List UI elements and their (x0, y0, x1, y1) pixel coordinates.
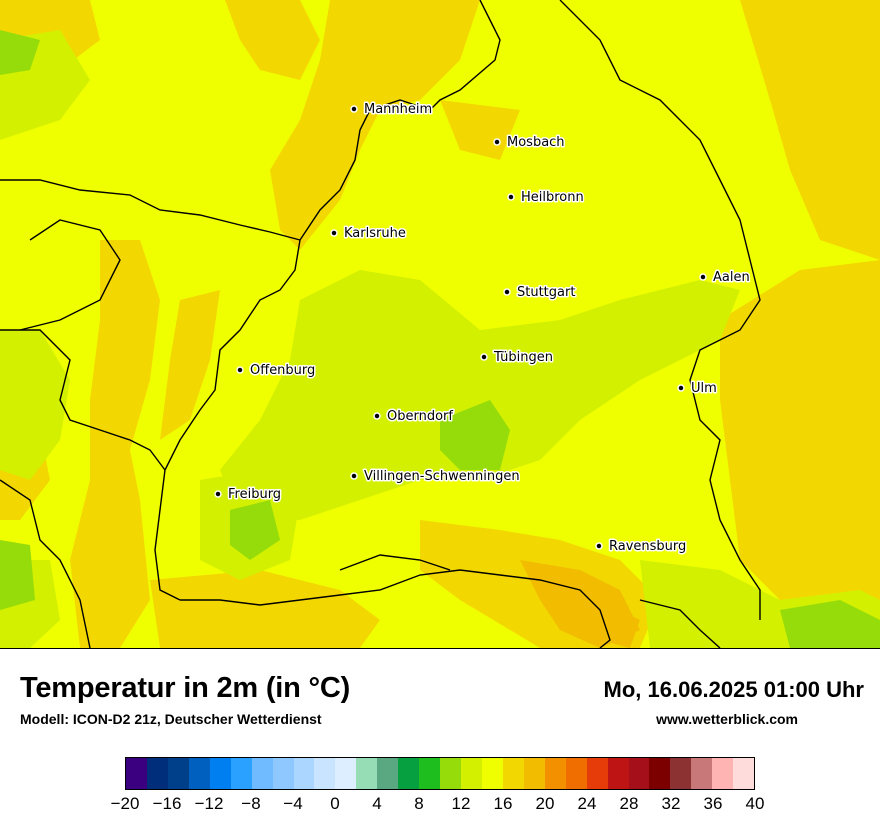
color-scale-tick: −16 (152, 794, 182, 813)
cities: Mannheim Mosbach Heilbronn Karlsruhe Aalen St… (214, 101, 751, 556)
color-scale-tick: 24 (577, 794, 597, 813)
color-scale-bar (125, 757, 755, 790)
color-scale-segment (691, 758, 713, 789)
color-scale-tick: 16 (493, 794, 513, 813)
cool-zones (0, 30, 880, 648)
color-scale-segment (502, 758, 524, 789)
color-scale-tick: −12 (194, 794, 224, 813)
model-info: Modell: ICON-D2 21z, Deutscher Wetterdie… (20, 711, 322, 727)
city-dot (330, 229, 338, 237)
color-scale-segment (167, 758, 189, 789)
color-scale-segment (398, 758, 420, 789)
color-scale-tick: −20 (110, 794, 140, 813)
color-scale-segment (419, 758, 441, 789)
city-dot (350, 105, 358, 113)
color-scale-segment (293, 758, 315, 789)
color-scale-segment (523, 758, 545, 789)
city-marker: Heilbronn (507, 189, 585, 207)
city-marker: Ravensburg (595, 538, 688, 556)
city-label: Karlsruhe (344, 226, 406, 241)
color-scale-segment (356, 758, 378, 789)
color-scale-segment (607, 758, 629, 789)
city-marker: Villingen-Schwenningen (350, 468, 521, 486)
color-scale-segment (251, 758, 273, 789)
city-label: Mosbach (507, 135, 565, 150)
city-dot (699, 273, 707, 281)
city-marker: Oberndorf (373, 408, 455, 426)
color-scale-segment (628, 758, 650, 789)
color-scale-segment (544, 758, 566, 789)
color-scale-segment (272, 758, 294, 789)
color-scale-segment (565, 758, 587, 789)
city-dot (677, 384, 685, 392)
city-dot (350, 472, 358, 480)
color-scale-segment (586, 758, 608, 789)
color-scale-segment (314, 758, 336, 789)
color-scale-segment (440, 758, 461, 789)
color-scale-tick: 20 (535, 794, 555, 813)
city-label: Heilbronn (521, 190, 584, 205)
city-dot (480, 353, 488, 361)
website-link[interactable]: www.wetterblick.com (656, 711, 798, 727)
color-scale-tick: −8 (241, 794, 261, 813)
city-label: Aalen (713, 270, 750, 285)
city-dot (493, 138, 501, 146)
cooler-zones (0, 30, 880, 648)
city-dot (214, 490, 222, 498)
map-title: Temperatur in 2m (in °C) (20, 672, 351, 704)
city-marker: Aalen (699, 269, 751, 287)
city-label: Ulm (691, 381, 717, 396)
color-scale-tick: 40 (745, 794, 765, 813)
color-scale-ticks: −20 −16 −12 −8 −4 0 4 8 12 16 20 24 28 32 36 40 (0, 794, 880, 818)
city-label: Ravensburg (609, 539, 686, 554)
city-dot (507, 193, 515, 201)
color-scale-segment (230, 758, 252, 789)
city-dot (373, 412, 381, 420)
color-scale-segment (209, 758, 231, 789)
color-scale-segment (188, 758, 210, 789)
color-scale-tick: 8 (414, 794, 424, 813)
city-marker: Stuttgart (503, 284, 577, 302)
city-marker: Offenburg (236, 362, 317, 380)
city-marker: Tübingen (480, 349, 555, 367)
color-scale-segment (712, 758, 734, 789)
city-marker: Freiburg (214, 486, 283, 504)
city-dot (503, 288, 511, 296)
city-marker: Ulm (677, 380, 718, 398)
city-label: Offenburg (250, 363, 315, 378)
forecast-datetime: Mo, 16.06.2025 01:00 Uhr (603, 677, 864, 702)
temperature-map: Mannheim Mosbach Heilbronn Karlsruhe Aalen St… (0, 0, 880, 649)
color-scale-tick: 28 (619, 794, 639, 813)
city-label: Oberndorf (387, 409, 453, 424)
city-marker: Mosbach (493, 134, 566, 152)
warm-zones (0, 0, 880, 648)
color-scale-segment (670, 758, 692, 789)
color-scale-tick: 0 (330, 794, 340, 813)
color-scale-segment (461, 758, 482, 789)
city-marker: Mannheim (350, 101, 434, 119)
color-scale-segment (146, 758, 168, 789)
borders (0, 0, 761, 648)
color-scale-segment (126, 758, 147, 789)
city-dot (236, 366, 244, 374)
color-scale-segment (377, 758, 399, 789)
color-scale-segment (335, 758, 357, 789)
city-label: Stuttgart (517, 285, 575, 300)
color-scale-tick: 4 (372, 794, 382, 813)
city-label: Mannheim (364, 102, 432, 117)
color-scale-tick: 36 (703, 794, 723, 813)
color-scale-segment (481, 758, 503, 789)
color-scale-tick: 12 (451, 794, 471, 813)
city-label: Freiburg (228, 487, 281, 502)
color-scale-tick: −4 (283, 794, 303, 813)
color-scale-segment (733, 758, 755, 789)
color-scale-tick: 32 (661, 794, 681, 813)
city-dot (595, 542, 603, 550)
city-label: Tübingen (493, 350, 553, 365)
color-scale-segment (649, 758, 671, 789)
city-label: Villingen-Schwenningen (364, 469, 520, 484)
city-marker: Karlsruhe (330, 225, 407, 243)
